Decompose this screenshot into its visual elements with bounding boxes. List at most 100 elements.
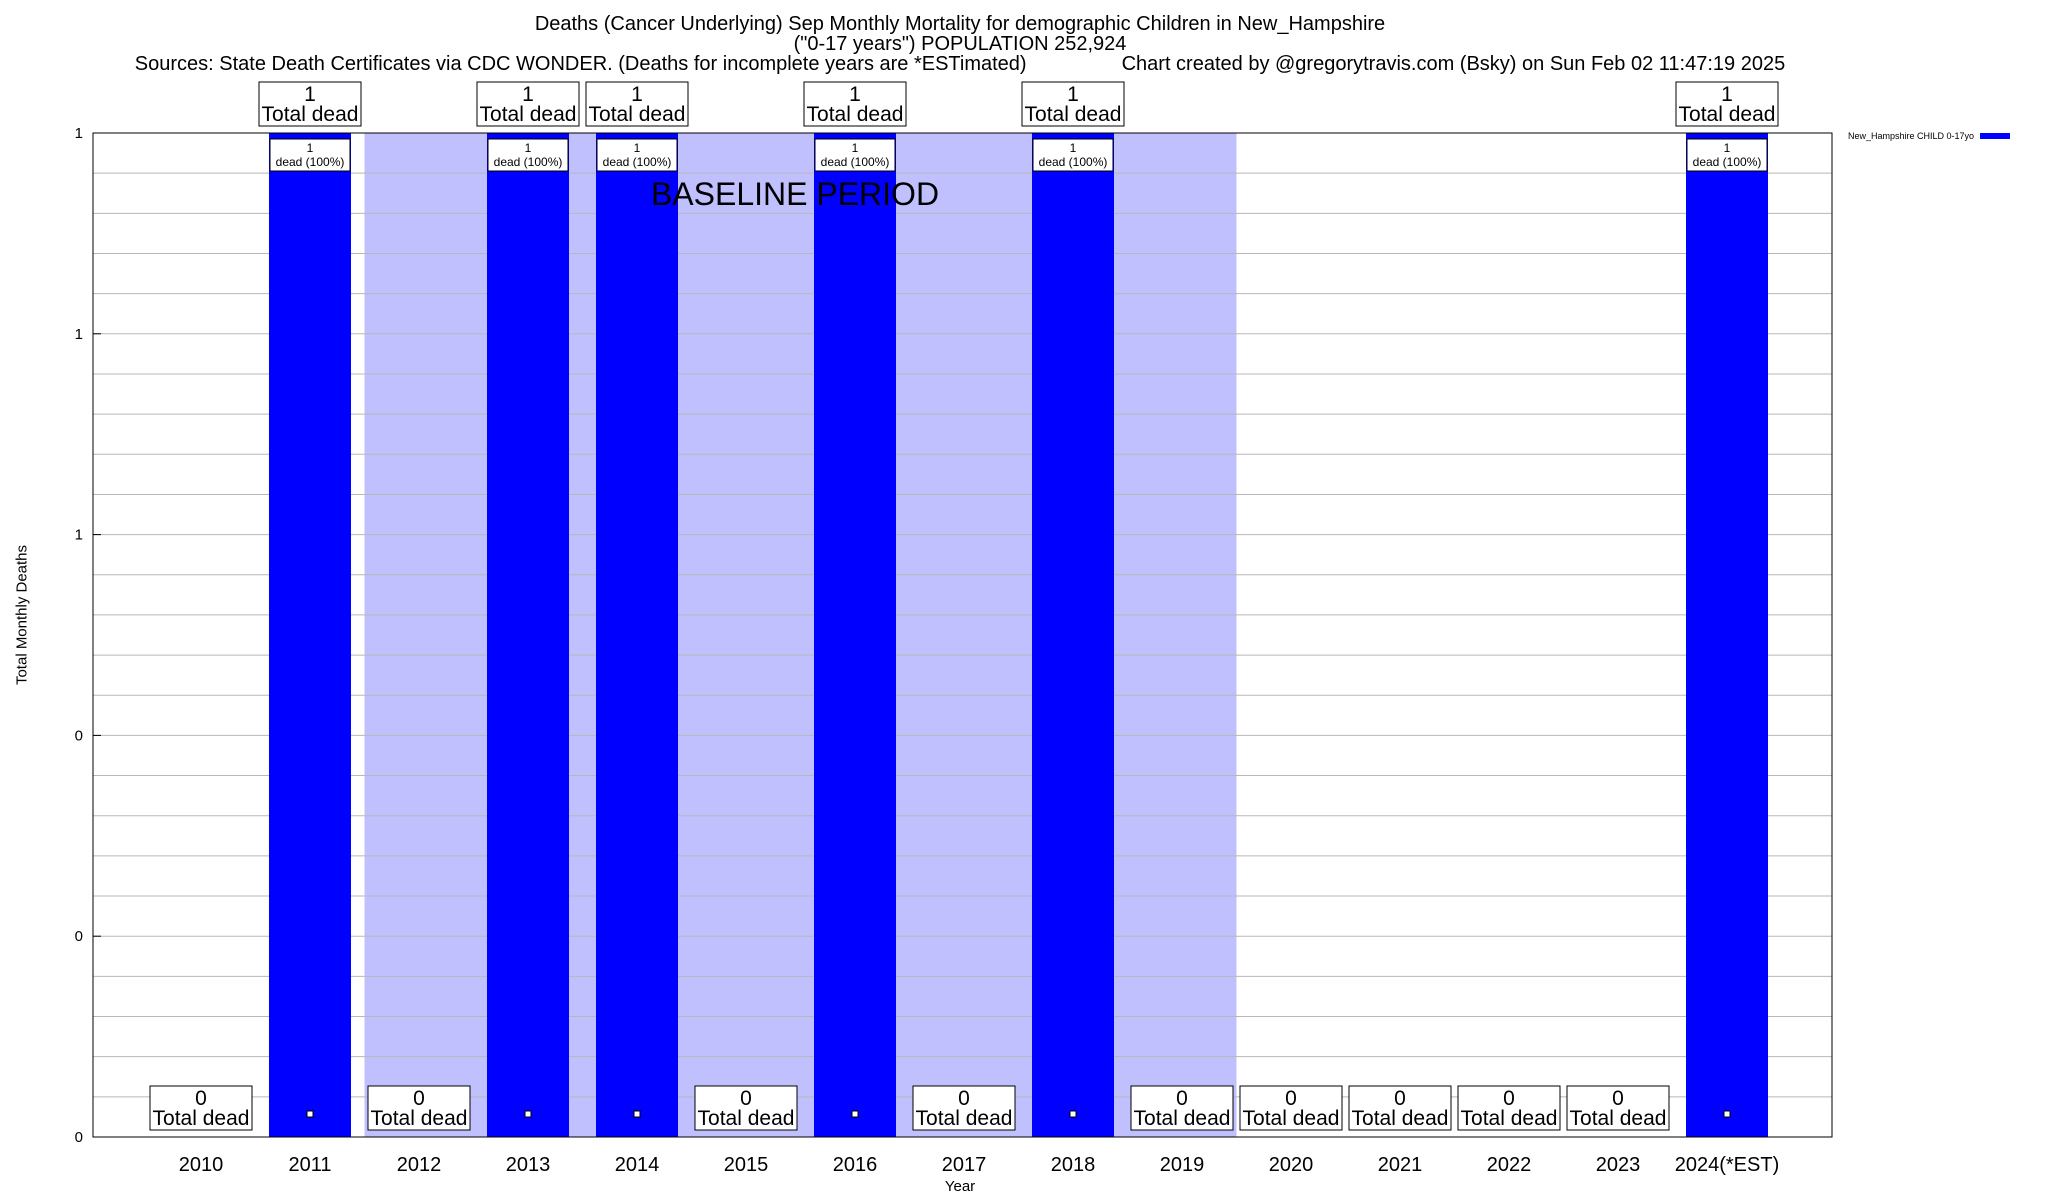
bar-label-text: dead (100%)	[1693, 155, 1762, 169]
total-label-box	[1566, 1085, 1670, 1131]
total-label: Total dead	[1570, 1107, 1667, 1130]
x-axis-label: Year	[944, 1178, 976, 1195]
legend-swatch	[1980, 133, 2011, 139]
bar-label-text: dead (100%)	[603, 155, 672, 169]
x-tick-label: 2014	[615, 1154, 660, 1176]
total-label-box	[149, 1085, 253, 1131]
total-label-box	[1239, 1085, 1343, 1131]
zero-marker	[1723, 1110, 1731, 1118]
x-tick-label: 2012	[397, 1154, 442, 1176]
total-value: 0	[413, 1087, 425, 1110]
total-label-box	[585, 81, 689, 127]
total-label-box	[258, 81, 362, 127]
total-label: Total dead	[698, 1107, 795, 1130]
y-tick-label: 1	[75, 326, 83, 343]
chart-sources: Sources: State Death Certificates via CD…	[134, 53, 1027, 75]
chart-subtitle: ("0-17 years") POPULATION 252,924	[793, 33, 1127, 55]
x-tick-label: 2019	[1160, 1154, 1205, 1176]
zero-marker	[633, 1110, 641, 1118]
zero-marker	[306, 1110, 314, 1118]
bar	[1032, 133, 1114, 1137]
total-label: Total dead	[371, 1107, 468, 1130]
total-label-box	[694, 1085, 798, 1131]
total-value: 0	[1612, 1087, 1624, 1110]
bar-label-value: 1	[852, 141, 859, 155]
total-label-box	[476, 81, 580, 127]
bar	[596, 133, 678, 1137]
total-value: 1	[1067, 83, 1079, 106]
total-value: 0	[740, 1087, 752, 1110]
total-value: 1	[631, 83, 643, 106]
total-label: Total dead	[1243, 1107, 1340, 1130]
zero-marker	[851, 1110, 859, 1118]
zero-marker	[524, 1110, 532, 1118]
chart-credit: Chart created by @gregorytravis.com (Bsk…	[1121, 53, 1786, 75]
total-label-box	[367, 1085, 471, 1131]
total-label-box	[1457, 1085, 1561, 1131]
bar-label-value: 1	[634, 141, 641, 155]
bar-label-box	[269, 138, 351, 172]
bar-label-box	[596, 138, 678, 172]
bar	[1686, 133, 1768, 1137]
bar-label-value: 1	[525, 141, 532, 155]
y-tick-label: 1	[75, 527, 83, 544]
bar-label-box	[487, 138, 569, 172]
x-tick-label: 2017	[942, 1154, 987, 1176]
total-label: Total dead	[589, 103, 686, 126]
chart-title: Deaths (Cancer Underlying) Sep Monthly M…	[534, 13, 1386, 35]
total-label: Total dead	[1025, 103, 1122, 126]
total-label-box	[1348, 1085, 1452, 1131]
total-label: Total dead	[1461, 1107, 1558, 1130]
legend-label: New_Hampshire CHILD 0-17yo	[1848, 131, 1975, 141]
bar	[269, 133, 351, 1137]
total-value: 1	[1721, 83, 1733, 106]
total-label: Total dead	[153, 1107, 250, 1130]
total-value: 0	[1176, 1087, 1188, 1110]
total-label-box	[1021, 81, 1125, 127]
bar-label-box	[1686, 138, 1768, 172]
y-tick-label: 0	[75, 1129, 83, 1146]
y-tick-label: 1	[75, 125, 83, 142]
total-value: 1	[304, 83, 316, 106]
x-tick-label: 2015	[724, 1154, 769, 1176]
x-tick-label: 2011	[288, 1154, 331, 1176]
total-label: Total dead	[480, 103, 577, 126]
x-tick-label: 2020	[1269, 1154, 1314, 1176]
total-value: 1	[522, 83, 534, 106]
total-label: Total dead	[916, 1107, 1013, 1130]
x-tick-label: 2010	[179, 1154, 224, 1176]
total-value: 0	[1394, 1087, 1406, 1110]
x-tick-label: 2013	[506, 1154, 551, 1176]
bar-label-value: 1	[1070, 141, 1077, 155]
total-label: Total dead	[807, 103, 904, 126]
y-tick-label: 0	[75, 727, 83, 744]
x-tick-label: 2023	[1596, 1154, 1641, 1176]
bar-label-text: dead (100%)	[276, 155, 345, 169]
bar-label-text: dead (100%)	[494, 155, 563, 169]
total-label-box	[1130, 1085, 1234, 1131]
x-tick-label: 2024(*EST)	[1675, 1154, 1780, 1176]
x-tick-label: 2022	[1487, 1154, 1532, 1176]
y-tick-label: 0	[75, 928, 83, 945]
bar	[487, 133, 569, 1137]
bar-label-text: dead (100%)	[1039, 155, 1108, 169]
chart-sources-line: Sources: State Death Certificates via CD…	[0, 53, 1920, 75]
total-value: 0	[1503, 1087, 1515, 1110]
x-tick-label: 2016	[833, 1154, 878, 1176]
zero-marker	[1069, 1110, 1077, 1118]
total-value: 0	[958, 1087, 970, 1110]
total-label: Total dead	[1352, 1107, 1449, 1130]
bar-label-text: dead (100%)	[821, 155, 890, 169]
total-label-box	[803, 81, 907, 127]
x-tick-label: 2021	[1378, 1154, 1423, 1176]
bar-label-box	[1032, 138, 1114, 172]
total-value: 0	[1285, 1087, 1297, 1110]
bar-label-box	[814, 138, 896, 172]
legend: New_Hampshire CHILD 0-17yo	[1848, 131, 2011, 141]
bar-label-value: 1	[307, 141, 314, 155]
total-label-box	[1675, 81, 1779, 127]
total-label: Total dead	[1679, 103, 1776, 126]
total-label: Total dead	[1134, 1107, 1231, 1130]
total-value: 0	[195, 1087, 207, 1110]
